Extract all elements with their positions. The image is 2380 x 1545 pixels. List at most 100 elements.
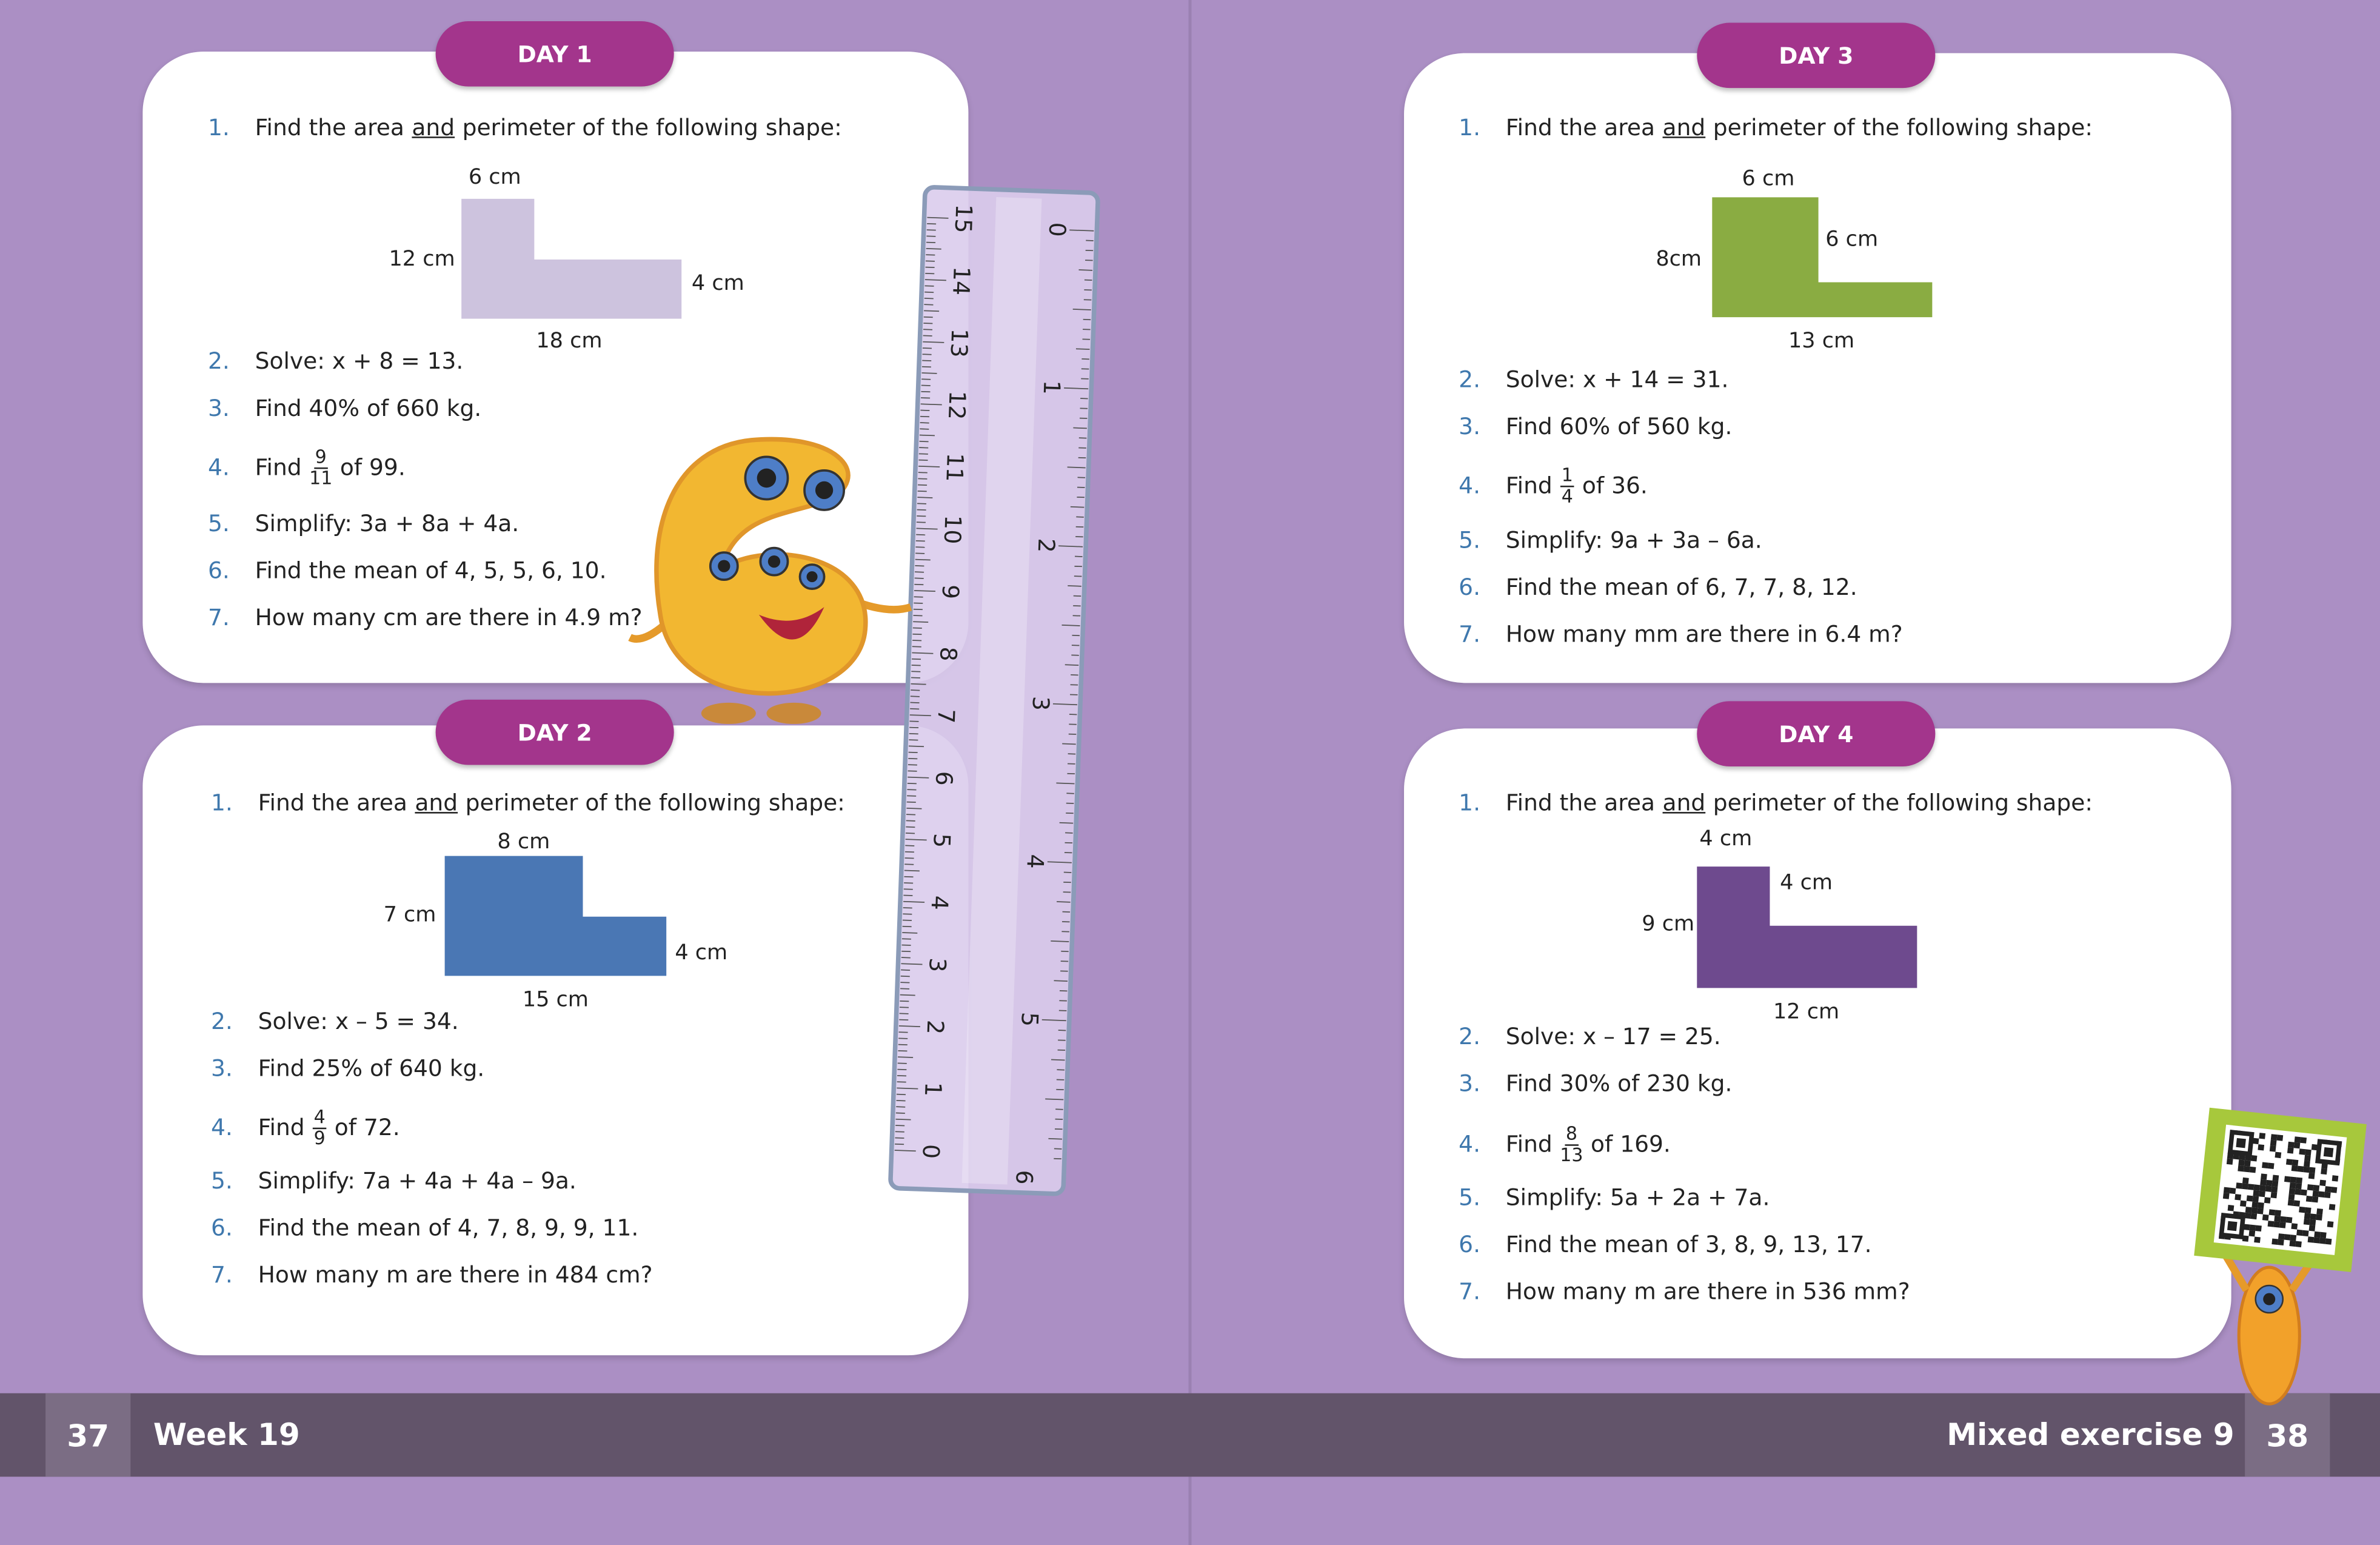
question: Solve: x + 8 = 13.: [255, 346, 471, 377]
fraction-denominator: 4: [1561, 484, 1573, 506]
ruler-tick: [909, 720, 919, 722]
qr-module: [2305, 1195, 2313, 1202]
qr-module: [2319, 1179, 2326, 1187]
question-text: perimeter of the following shape:: [1713, 113, 2093, 141]
qr-finder: [2227, 1130, 2255, 1157]
question-number: 1.: [208, 113, 230, 141]
qr-module: [2288, 1188, 2296, 1195]
qr-module: [2262, 1162, 2268, 1168]
qr-module: [2304, 1207, 2311, 1214]
qr-module: [2324, 1186, 2332, 1193]
qr-module: [2234, 1141, 2241, 1148]
qr-module: [2327, 1221, 2334, 1228]
qr-module: [2320, 1232, 2327, 1239]
question-text: perimeter of the following shape:: [465, 789, 845, 817]
qr-module: [2270, 1134, 2278, 1141]
question: Find the area and perimeter of the followi…: [258, 788, 853, 818]
qr-module: [2318, 1191, 2325, 1198]
day-card: [1404, 728, 2231, 1359]
question-number: 5.: [1459, 526, 1481, 554]
monster-foot: [701, 702, 756, 724]
monster-eye: [2255, 1284, 2284, 1314]
fraction-numerator: 1: [1560, 464, 1575, 487]
fraction-numerator: 8: [1564, 1123, 1579, 1145]
question-number: 4.: [1459, 472, 1481, 500]
qr-module: [2289, 1182, 2296, 1189]
monster-foot: [766, 702, 821, 724]
question-text: Find the mean of 4, 7, 8, 9, 9, 11.: [258, 1214, 639, 1242]
question: Simplify: 9a + 3a – 6a.: [1506, 525, 1770, 555]
qr-module: [2328, 1204, 2336, 1210]
qr-module: [2291, 1223, 2298, 1230]
question-number: 2.: [211, 1007, 233, 1036]
fraction-denominator: 11: [309, 466, 333, 488]
qr-module: [2291, 1165, 2298, 1172]
question-text: Find 40% of 660 kg.: [255, 394, 482, 422]
qr-module: [2314, 1231, 2321, 1238]
footer-bar: [0, 1393, 2380, 1477]
qr-module: [2313, 1185, 2320, 1191]
qr-module: [2296, 1229, 2303, 1236]
qr-module: [2265, 1179, 2273, 1187]
question: Find the area and perimeter of the followi…: [1506, 788, 2101, 818]
qr-module: [2324, 1191, 2331, 1199]
qr-module: [2328, 1145, 2336, 1153]
qr-module: [2310, 1213, 2317, 1220]
qr-module: [2308, 1173, 2315, 1179]
qr-module: [2285, 1216, 2293, 1224]
qr-module: [2257, 1208, 2264, 1215]
question-number: 7.: [1459, 620, 1481, 648]
qr-module: [2244, 1154, 2251, 1161]
qr-module: [2252, 1196, 2259, 1202]
question-number: 2.: [1459, 1022, 1481, 1051]
question: How many m are there in 484 cm?: [258, 1259, 660, 1290]
qr-module: [2304, 1213, 2311, 1219]
qr-module: [2287, 1147, 2294, 1154]
qr-module: [2264, 1197, 2271, 1204]
qr-module: [2273, 1221, 2281, 1228]
qr-module: [2249, 1166, 2256, 1173]
qr-module: [2297, 1165, 2304, 1173]
question-text: Find the area: [1505, 113, 1656, 141]
qr-module: [2293, 1200, 2301, 1207]
qr-module: [2265, 1185, 2272, 1192]
qr-module: [2308, 1225, 2316, 1232]
qr-module: [2316, 1214, 2322, 1221]
question: Simplify: 3a + 8a + 4a.: [255, 508, 527, 538]
qr-module: [2271, 1186, 2278, 1193]
ruler-tick: [1041, 1019, 1066, 1022]
question: Find 60% of 560 kg.: [1506, 411, 1740, 441]
qr-module: [2313, 1237, 2321, 1244]
ruler-label: 6: [1011, 1170, 1038, 1185]
question-text: How many mm are there in 6.4 m?: [1505, 620, 1903, 648]
question-text: Find the mean of 4, 5, 5, 6, 10.: [255, 557, 607, 585]
qr-module: [2248, 1230, 2256, 1237]
question-number: 6.: [208, 557, 230, 585]
ruler-label: 0: [1044, 222, 1071, 237]
question-number: 5.: [211, 1167, 233, 1195]
qr-module: [2288, 1193, 2295, 1201]
qr-module: [2253, 1184, 2261, 1191]
question-number: 2.: [208, 347, 230, 375]
qr-module: [2251, 1207, 2258, 1214]
qr-module: [2238, 1159, 2245, 1166]
ruler-tick: [910, 695, 920, 697]
question: Find the mean of 6, 7, 7, 8, 12.: [1506, 572, 1865, 603]
question-text: Find: [1505, 1130, 1553, 1158]
question: Find the area and perimeter of the followi…: [1506, 112, 2101, 142]
qr-module: [2235, 1194, 2242, 1201]
page-number: 38: [2245, 1393, 2330, 1477]
question-text: Find: [255, 454, 302, 481]
qr-module: [2262, 1214, 2269, 1221]
question-text: Simplify: 5a + 2a + 7a.: [1505, 1184, 1770, 1212]
monster-arm: [2288, 1250, 2321, 1293]
qr-module: [2304, 1161, 2310, 1167]
qr-module: [2267, 1221, 2275, 1227]
question-text: Solve: x + 8 = 13.: [255, 347, 464, 375]
qr-module: [2289, 1240, 2296, 1247]
qr-module: [2272, 1175, 2279, 1181]
question-text: Simplify: 9a + 3a – 6a.: [1505, 526, 1762, 554]
question-text: Find the area: [255, 113, 404, 141]
qr-module: [2285, 1159, 2293, 1165]
